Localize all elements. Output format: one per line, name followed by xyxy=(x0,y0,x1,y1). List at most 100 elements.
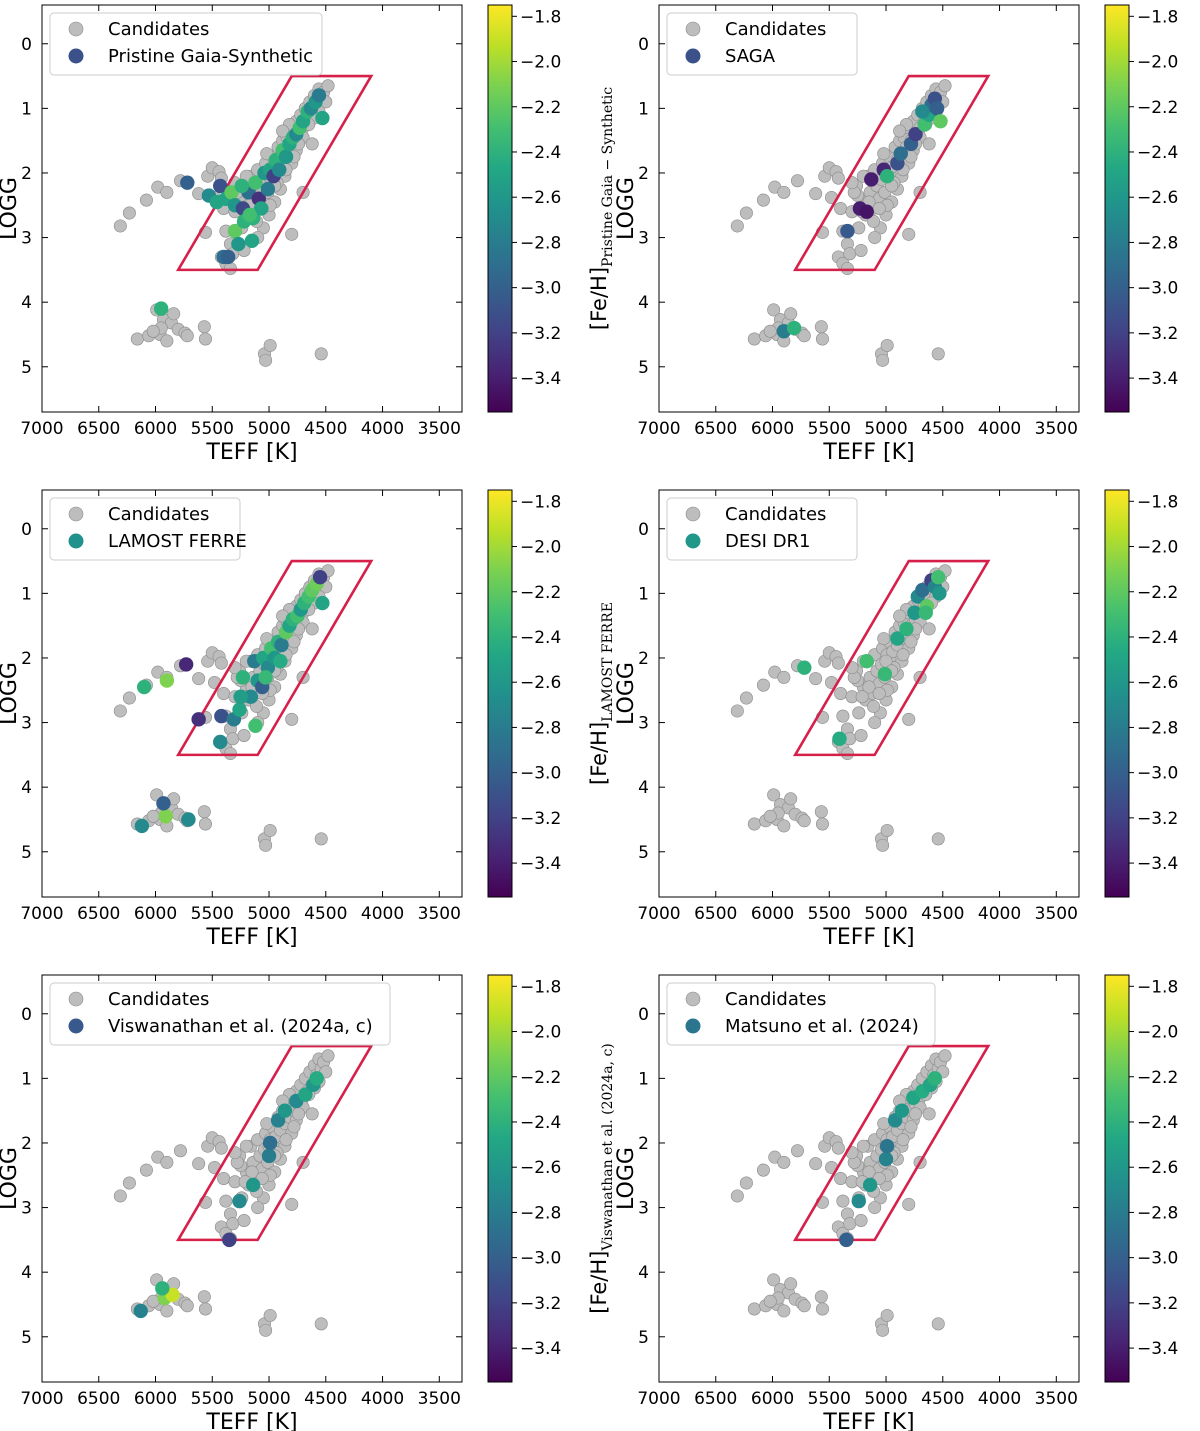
y-tick-label: 5 xyxy=(638,843,649,863)
candidate-point xyxy=(938,79,952,93)
colorbar-tick-label: −3.2 xyxy=(1137,1294,1178,1314)
x-tick-label: 7000 xyxy=(20,904,63,924)
candidate-point xyxy=(214,656,228,670)
candidate-point xyxy=(836,1194,850,1208)
x-tick-label: 3500 xyxy=(1035,419,1078,439)
y-tick-label: 0 xyxy=(21,35,32,55)
colorbar-tick-label: −1.8 xyxy=(520,977,561,997)
candidate-point xyxy=(938,1049,952,1063)
x-axis-label: TEFF [K] xyxy=(205,440,297,465)
candidate-point xyxy=(784,307,798,321)
legend-label-survey: Viswanathan et al. (2024a, c) xyxy=(108,1016,373,1037)
survey-point xyxy=(191,712,206,727)
x-tick-label: 5500 xyxy=(191,419,234,439)
candidate-point xyxy=(305,137,319,151)
colorbar-tick-label: −2.6 xyxy=(520,673,561,693)
survey-point xyxy=(859,204,874,219)
candidate-point xyxy=(259,353,273,367)
survey-series xyxy=(797,570,947,746)
y-tick-label: 3 xyxy=(638,714,649,734)
legend-label-candidates: Candidates xyxy=(725,504,826,525)
candidate-point xyxy=(139,193,153,207)
colorbar-tick-label: −3.0 xyxy=(520,1249,561,1269)
survey-point xyxy=(242,207,257,223)
legend-label-candidates: Candidates xyxy=(108,19,209,40)
survey-point xyxy=(278,149,294,165)
candidate-point xyxy=(287,1120,301,1134)
legend-frame xyxy=(49,12,323,76)
chart-panel-3: 7000 6500 6000 5500 5000 4500 4000 3500 0 1 2 3 4 5 TE… xyxy=(0,489,616,950)
x-tick-label: 4000 xyxy=(361,419,404,439)
candidate-point xyxy=(856,1139,870,1153)
x-tick-label: 3500 xyxy=(418,419,461,439)
candidates-series xyxy=(730,1049,952,1337)
candidate-point xyxy=(214,1141,228,1155)
survey-point xyxy=(220,249,236,265)
survey-point xyxy=(273,653,288,669)
colorbar xyxy=(487,489,513,898)
legend-label-survey: Matsuno et al. (2024) xyxy=(725,1016,919,1037)
candidate-point xyxy=(763,1294,777,1308)
candidate-point xyxy=(904,1120,918,1134)
colorbar-tick-label: −2.8 xyxy=(520,718,561,738)
candidate-point xyxy=(831,656,845,670)
y-tick-label: 0 xyxy=(638,1005,649,1025)
candidate-point xyxy=(922,137,936,151)
colorbar xyxy=(1104,489,1130,898)
colorbar-tick-label: −2.4 xyxy=(520,1113,561,1133)
y-axis-label: LOGG xyxy=(614,177,639,240)
colorbar-tick-label: −2.0 xyxy=(1137,538,1178,558)
x-tick-label: 6500 xyxy=(77,904,120,924)
survey-point xyxy=(158,809,173,824)
candidate-point xyxy=(739,691,753,705)
y-tick-label: 3 xyxy=(21,1199,32,1219)
chart-panel-4: 7000 6500 6000 5500 5000 4500 4000 3500 0 1 2 3 4 5 TE… xyxy=(614,489,1178,950)
y-tick-label: 1 xyxy=(21,584,32,604)
candidate-point xyxy=(160,1304,174,1318)
survey-point xyxy=(311,88,327,103)
selection-box xyxy=(175,74,374,272)
candidate-point xyxy=(831,171,845,185)
candidate-point xyxy=(122,691,136,705)
y-tick-label: 4 xyxy=(21,293,32,313)
survey-point xyxy=(178,657,194,672)
candidate-point xyxy=(237,728,251,742)
candidate-point xyxy=(876,353,890,367)
candidate-point xyxy=(815,1302,829,1316)
colorbar-tick-label: −2.8 xyxy=(1137,233,1178,253)
legend-label-survey: Pristine Gaia-Synthetic xyxy=(108,46,313,67)
x-tick-label: 4000 xyxy=(361,904,404,924)
candidate-point xyxy=(259,1323,273,1337)
colorbar-tick-label: −1.8 xyxy=(520,492,561,512)
colorbar-tick-label: −3.2 xyxy=(520,1294,561,1314)
colorbar-tick-label: −2.2 xyxy=(520,583,561,603)
colorbar xyxy=(487,4,513,413)
legend-marker-survey xyxy=(68,48,84,64)
legend: Candidates Viswanathan et al. (2024a, c) xyxy=(49,982,391,1046)
x-axis-label: TEFF [K] xyxy=(822,1410,914,1431)
x-tick-label: 4000 xyxy=(978,904,1021,924)
y-tick-label: 4 xyxy=(638,293,649,313)
survey-point xyxy=(235,670,251,685)
candidate-point xyxy=(197,805,211,819)
candidate-point xyxy=(931,347,945,361)
survey-point xyxy=(315,110,330,126)
legend-label-candidates: Candidates xyxy=(725,989,826,1010)
candidate-point xyxy=(747,332,761,346)
colorbar-tick-label: −2.2 xyxy=(1137,1068,1178,1088)
candidate-point xyxy=(877,147,891,161)
survey-point xyxy=(209,194,225,210)
legend-marker-candidates xyxy=(68,21,84,37)
candidate-point xyxy=(834,1172,848,1186)
candidate-point xyxy=(122,206,136,220)
candidate-point xyxy=(893,124,907,138)
colorbar-tick-label: −2.2 xyxy=(1137,98,1178,118)
colorbar-tick-label: −1.8 xyxy=(1137,7,1178,27)
colorbar-tick-label: −2.6 xyxy=(1137,188,1178,208)
survey-point xyxy=(932,586,947,601)
legend: Candidates Matsuno et al. (2024) xyxy=(666,982,936,1046)
candidate-point xyxy=(237,1213,251,1227)
candidate-point xyxy=(902,1197,916,1211)
y-tick-label: 2 xyxy=(21,164,32,184)
candidate-point xyxy=(113,1189,127,1203)
